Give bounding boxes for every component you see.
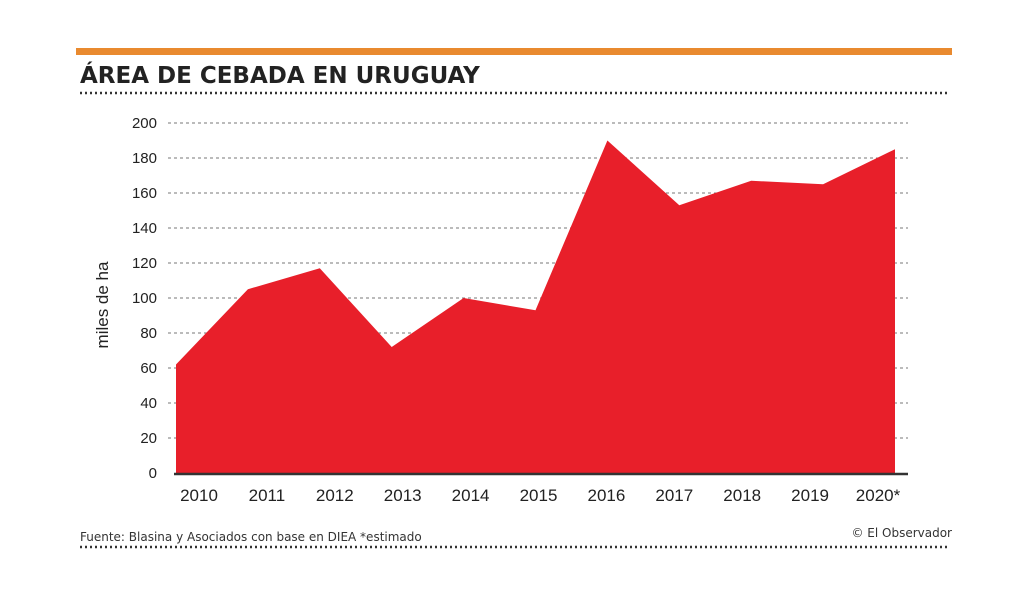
x-tick-label: 2014: [452, 486, 490, 505]
y-tick-label: 140: [132, 220, 157, 237]
x-tick-label: 2011: [249, 486, 286, 505]
x-tick-label: 2012: [316, 486, 354, 505]
y-tick-label: 100: [132, 290, 157, 307]
x-tick-label: 2020*: [856, 486, 901, 505]
y-tick-label: 40: [140, 395, 157, 412]
chart-title: ÁREA DE CEBADA EN URUGUAY: [80, 61, 480, 89]
x-tick-label: 2013: [384, 486, 422, 505]
x-tick-label: 2018: [723, 486, 761, 505]
x-tick-label: 2019: [791, 486, 829, 505]
y-tick-label: 60: [140, 360, 157, 377]
x-axis-ticks: 2010 2011 2012 2013 2014 2015 2016 2017 2018 2019…: [180, 486, 901, 505]
source-note: Fuente: Blasina y Asociados con base en …: [80, 530, 422, 544]
x-tick-label: 2015: [520, 486, 558, 505]
y-axis-label: miles de ha: [93, 261, 112, 348]
credit-note: © El Observador: [851, 526, 952, 540]
y-tick-label: 160: [132, 185, 157, 202]
y-axis-ticks: 0 20 40 60 80 100 120 140 160 180 200: [132, 115, 157, 482]
area-series-barley: [176, 140, 895, 473]
y-tick-label: 180: [132, 150, 157, 167]
y-tick-label: 120: [132, 255, 157, 272]
y-tick-label: 20: [140, 430, 157, 447]
y-tick-label: 80: [140, 325, 157, 342]
x-tick-label: 2016: [587, 486, 625, 505]
header-accent-bar: [76, 48, 952, 55]
y-tick-label: 0: [149, 465, 157, 482]
x-tick-label: 2017: [655, 486, 693, 505]
y-tick-label: 200: [132, 115, 157, 132]
x-tick-label: 2010: [180, 486, 218, 505]
